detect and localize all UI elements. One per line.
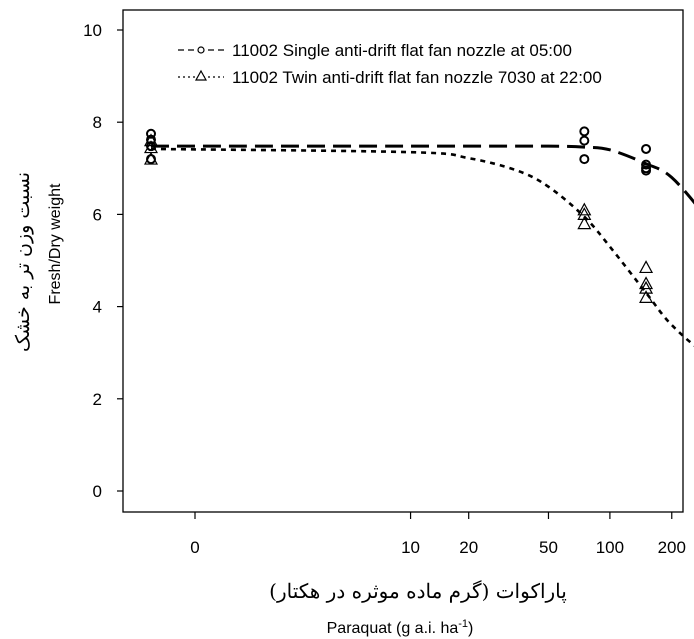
point-series-1 — [579, 135, 590, 146]
legend: 11002 Single anti-drift flat fan nozzle … — [178, 41, 602, 87]
x-axis-title-main: Paraquat (g a.i. ha — [327, 620, 459, 637]
y-axis-title-persian: نسبت وزن تر به خشک — [12, 172, 34, 352]
point-series-1 — [641, 165, 652, 176]
point-series-2 — [639, 276, 654, 290]
point-series-2 — [143, 133, 159, 147]
legend-marker-circle — [197, 46, 205, 54]
plot-frame — [122, 9, 684, 513]
x-axis-title-persian: پاراکوات (گرم ماده موثره در هکتار) — [269, 579, 567, 603]
y-tick-label: 10 — [83, 21, 102, 40]
x-axis-title-superscript: -1 — [458, 618, 468, 630]
y-axis: 0 2 4 6 8 10 — [83, 21, 123, 501]
point-series-1 — [641, 159, 652, 170]
x-tick-label: 20 — [459, 538, 478, 557]
point-series-1 — [579, 154, 590, 165]
point-series-2 — [639, 260, 654, 274]
point-series-1 — [641, 143, 652, 154]
point-series-2 — [577, 216, 592, 230]
x-axis-title: Paraquat (g a.i. ha-1) — [327, 618, 474, 637]
x-axis: 01020501002005001000 — [190, 512, 686, 557]
y-axis-title: Fresh/Dry weight — [47, 183, 64, 304]
y-tick-label: 8 — [93, 113, 102, 132]
x-axis-title-close: ) — [468, 620, 473, 637]
legend-label-series-2: 11002 Twin anti-drift flat fan nozzle 70… — [232, 68, 602, 87]
point-series-1 — [146, 128, 156, 139]
fit-curve-series-2 — [150, 147, 694, 347]
point-series-1 — [579, 126, 590, 137]
x-tick-label: 0 — [190, 538, 199, 557]
point-series-1 — [146, 154, 156, 165]
fit-curve-series-1 — [150, 144, 694, 205]
legend-marker-triangle — [194, 69, 208, 81]
x-tick-label: 50 — [539, 538, 558, 557]
fit-curves — [150, 144, 694, 347]
y-tick-label: 4 — [93, 298, 102, 317]
legend-label-series-1: 11002 Single anti-drift flat fan nozzle … — [232, 41, 572, 60]
point-series-2 — [577, 207, 592, 220]
y-tick-label: 2 — [93, 390, 102, 409]
x-tick-label: 10 — [401, 538, 420, 557]
x-tick-label: 100 — [596, 538, 624, 557]
y-tick-label: 0 — [93, 482, 102, 501]
point-series-2 — [143, 151, 159, 165]
point-series-2 — [639, 280, 654, 294]
x-tick-label: 200 — [658, 538, 686, 557]
y-tick-label: 6 — [93, 205, 102, 224]
data-points — [143, 126, 654, 303]
point-series-2 — [577, 202, 592, 216]
point-series-2 — [639, 290, 654, 303]
